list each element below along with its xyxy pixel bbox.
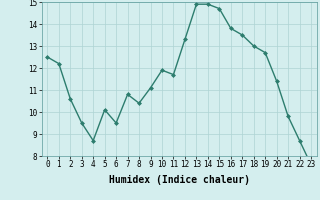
X-axis label: Humidex (Indice chaleur): Humidex (Indice chaleur): [109, 175, 250, 185]
